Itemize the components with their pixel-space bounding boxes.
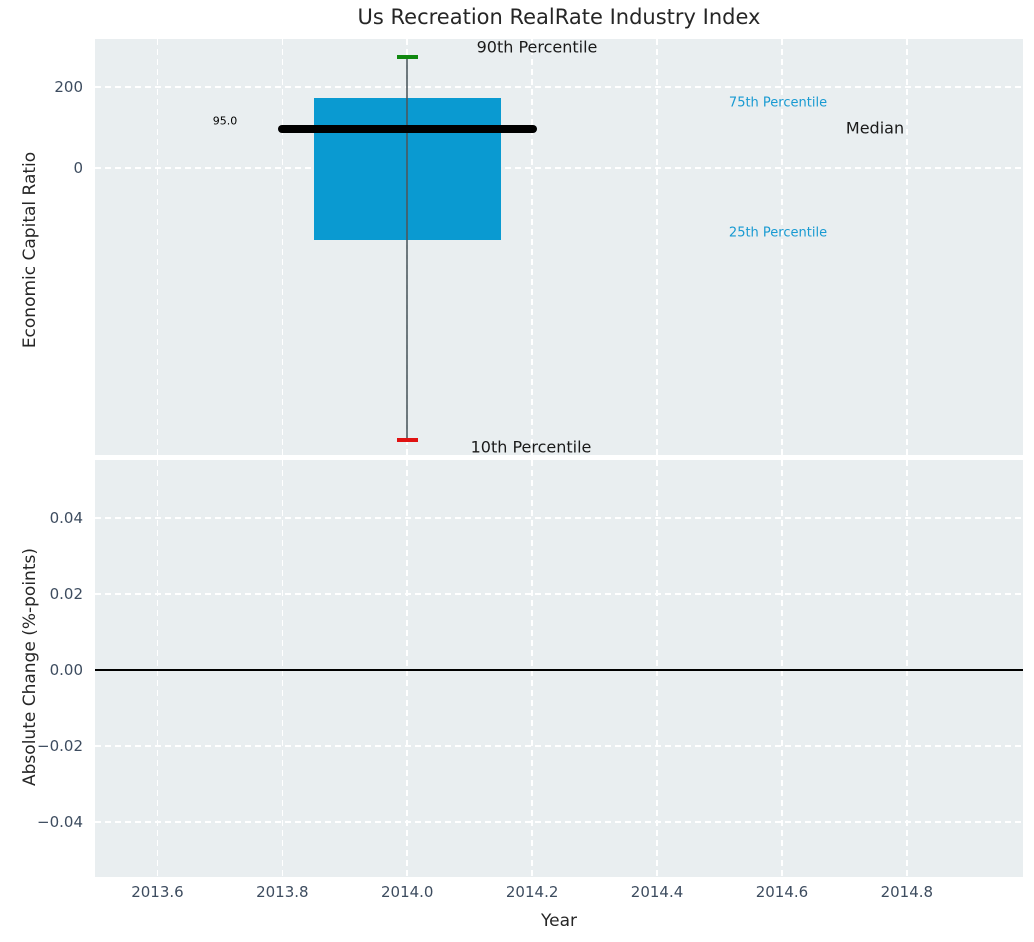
x-gridline — [781, 39, 783, 455]
y-gridline — [95, 593, 1023, 595]
x-gridline — [906, 460, 908, 877]
x-gridline — [156, 39, 159, 455]
x-tick-label: 2014.6 — [755, 883, 809, 901]
median-line — [277, 125, 537, 134]
y-tick-label: 0.02 — [49, 585, 83, 604]
x-gridline — [656, 39, 658, 455]
y-tick-label: −0.02 — [37, 736, 83, 755]
p90-cap — [396, 55, 418, 59]
annotation-90th-percentile: 90th Percentile — [476, 37, 598, 57]
x-tick-label: 2014.0 — [380, 883, 434, 901]
x-gridline — [156, 460, 159, 877]
annotation-75th-percentile: 75th Percentile — [728, 95, 828, 111]
y-tick-label: 0.00 — [49, 661, 83, 680]
y-tick-label: 200 — [54, 77, 83, 96]
y-axis-label-top: Economic Capital Ratio — [20, 151, 40, 349]
whisker-line — [406, 57, 409, 441]
annotation-10th-percentile: 10th Percentile — [470, 437, 592, 457]
y-gridline — [95, 821, 1023, 823]
y-tick-label: 0.04 — [49, 509, 83, 528]
x-tick-label: 2013.8 — [256, 883, 309, 901]
annotation-median-value: 95.0 — [212, 114, 238, 128]
top-subplot-economic-capital-ratio: 90th Percentile 75th Percentile Median 2… — [95, 37, 1023, 457]
annotation-median: Median — [845, 118, 905, 138]
x-gridline — [906, 39, 908, 455]
x-gridline — [406, 460, 408, 877]
x-tick-label: 2014.2 — [505, 883, 559, 901]
chart-title: Us Recreation RealRate Industry Index — [357, 5, 761, 29]
x-gridline — [656, 460, 658, 877]
x-tick-label: 2013.6 — [131, 883, 184, 901]
x-tick-label: 2014.8 — [880, 883, 934, 901]
bottom-subplot-absolute-change — [95, 460, 1023, 877]
x-tick-label: 2014.4 — [630, 883, 684, 901]
y-tick-label: 0 — [73, 158, 83, 177]
x-gridline — [781, 460, 783, 877]
y-gridline — [95, 517, 1023, 519]
x-gridline — [281, 460, 284, 877]
y-gridline — [95, 167, 1023, 169]
x-gridline — [281, 39, 284, 455]
x-gridline — [531, 460, 533, 877]
p10-cap — [396, 438, 418, 442]
x-gridline — [531, 39, 533, 455]
y-tick-label: −0.04 — [37, 812, 83, 831]
annotation-25th-percentile: 25th Percentile — [728, 225, 828, 241]
x-axis-label: Year — [541, 911, 577, 931]
y-gridline — [95, 745, 1023, 747]
zero-baseline — [95, 669, 1023, 672]
y-gridline — [95, 86, 1023, 88]
